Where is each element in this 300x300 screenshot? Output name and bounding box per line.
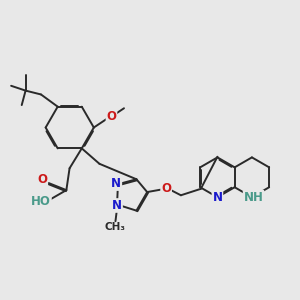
Text: N: N xyxy=(212,191,222,204)
Text: O: O xyxy=(161,182,171,195)
Text: O: O xyxy=(37,173,47,186)
Text: O: O xyxy=(106,110,116,123)
Text: CH₃: CH₃ xyxy=(105,222,126,232)
Text: NH: NH xyxy=(244,191,263,204)
Text: N: N xyxy=(112,199,122,212)
Text: HO: HO xyxy=(31,195,51,208)
Text: N: N xyxy=(111,177,121,190)
